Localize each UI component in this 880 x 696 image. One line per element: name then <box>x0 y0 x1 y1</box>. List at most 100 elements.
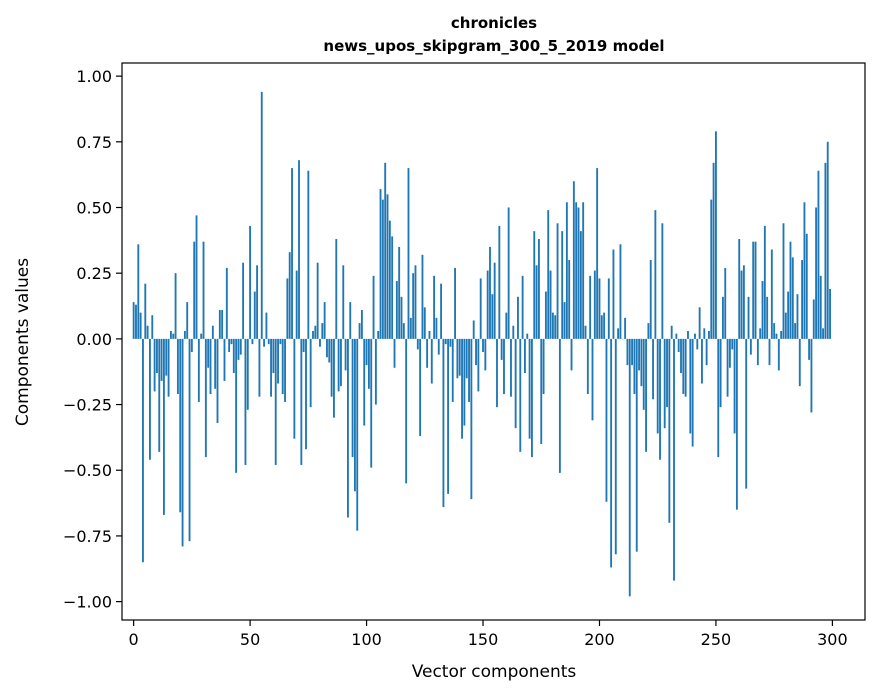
bar-149 <box>479 278 482 339</box>
bar-190 <box>575 202 578 339</box>
bar-129 <box>433 275 436 339</box>
bar-130 <box>435 317 438 339</box>
bar-11 <box>158 338 161 452</box>
bar-218 <box>640 338 643 387</box>
bar-33 <box>209 338 212 395</box>
bar-90 <box>342 265 345 339</box>
bar-193 <box>582 202 585 339</box>
bar-16 <box>169 330 172 339</box>
bar-132 <box>440 283 443 339</box>
bar-188 <box>570 338 573 371</box>
bar-76 <box>309 338 312 408</box>
bar-225 <box>656 338 659 434</box>
bar-267 <box>754 241 757 339</box>
bar-32 <box>207 338 210 368</box>
bar-3 <box>139 312 142 339</box>
y-tick-label: −0.25 <box>63 396 112 415</box>
bar-121 <box>414 265 417 339</box>
bar-256 <box>728 338 731 368</box>
y-tick-label: 0.25 <box>76 264 112 283</box>
bar-179 <box>549 270 552 339</box>
y-axis-label: Components values <box>13 258 33 426</box>
bar-36 <box>216 338 219 423</box>
bar-79 <box>316 262 319 339</box>
bar-111 <box>391 236 394 339</box>
bar-30 <box>202 241 205 339</box>
bar-104 <box>374 338 377 405</box>
bar-37 <box>218 309 221 339</box>
bar-234 <box>677 338 680 353</box>
bar-1 <box>135 304 137 339</box>
bar-255 <box>726 338 729 397</box>
bar-282 <box>789 241 792 339</box>
bar-88 <box>337 338 340 392</box>
y-tick-label: −0.50 <box>63 461 112 480</box>
bar-200 <box>598 278 601 339</box>
bar-259 <box>735 338 738 510</box>
bar-276 <box>775 333 778 339</box>
bar-263 <box>745 338 748 489</box>
bar-8 <box>151 315 154 339</box>
bar-92 <box>347 338 349 518</box>
bar-110 <box>388 220 391 339</box>
bar-260 <box>738 239 741 339</box>
bar-81 <box>321 323 324 339</box>
bar-70 <box>295 270 298 339</box>
bar-55 <box>260 91 263 339</box>
bar-173 <box>535 265 538 339</box>
bar-109 <box>386 194 389 339</box>
bar-120 <box>412 273 415 339</box>
chart-subtitle: news_upos_skipgram_300_5_2019 model <box>323 37 664 55</box>
bar-112 <box>393 338 396 368</box>
bar-119 <box>409 317 412 339</box>
bar-186 <box>565 202 568 339</box>
bar-106 <box>379 189 382 339</box>
bar-15 <box>167 338 170 397</box>
bar-273 <box>768 338 771 366</box>
bar-67 <box>288 252 291 339</box>
bar-159 <box>503 338 505 395</box>
bar-298 <box>826 141 829 339</box>
bar-296 <box>822 328 824 339</box>
bar-114 <box>398 246 401 339</box>
bar-246 <box>705 338 708 366</box>
bar-78 <box>314 325 317 339</box>
bar-127 <box>428 330 431 339</box>
bar-289 <box>805 233 808 339</box>
bar-237 <box>684 338 687 397</box>
bar-288 <box>803 202 806 339</box>
bar-252 <box>719 338 722 408</box>
bar-219 <box>642 338 645 410</box>
bar-51 <box>251 338 254 345</box>
y-tick-label: 0.75 <box>76 133 112 152</box>
y-tick-label: −0.75 <box>63 527 112 546</box>
bar-118 <box>407 168 410 339</box>
y-tick-label: −1.00 <box>63 593 112 612</box>
bar-297 <box>824 162 827 339</box>
bar-77 <box>312 330 314 339</box>
y-tick-label: 1.00 <box>76 67 112 86</box>
bar-209 <box>619 244 622 339</box>
bar-285 <box>796 294 799 339</box>
bar-243 <box>698 307 701 339</box>
bar-52 <box>253 291 256 339</box>
bar-26 <box>193 241 196 339</box>
bar-135 <box>447 338 450 494</box>
bar-63 <box>279 338 282 345</box>
bar-144 <box>468 338 470 402</box>
bar-69 <box>293 338 296 439</box>
bar-157 <box>498 225 501 339</box>
bar-181 <box>554 315 557 339</box>
bar-34 <box>211 325 214 339</box>
bar-299 <box>829 288 831 339</box>
bar-194 <box>584 325 587 339</box>
bar-83 <box>326 338 328 358</box>
bar-91 <box>344 338 347 371</box>
bar-271 <box>763 225 766 339</box>
bar-205 <box>610 338 613 568</box>
bar-65 <box>284 338 286 402</box>
bar-215 <box>633 338 636 395</box>
bar-295 <box>819 275 822 339</box>
bar-257 <box>731 338 734 350</box>
bar-192 <box>579 231 582 339</box>
